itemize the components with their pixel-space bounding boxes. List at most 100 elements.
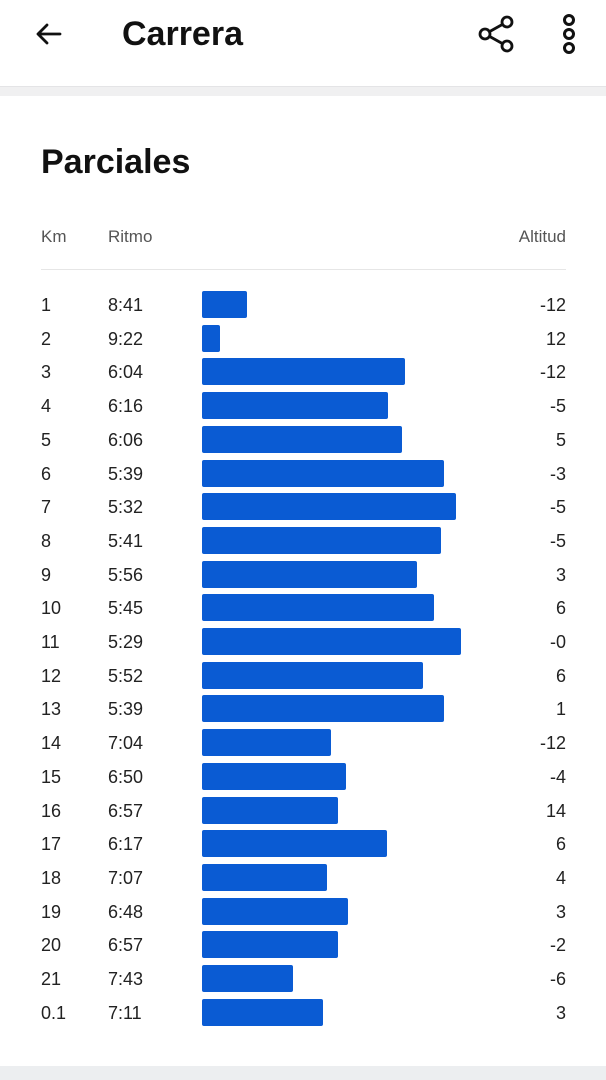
pace-bar-track: [202, 526, 502, 554]
split-km: 5: [41, 429, 52, 450]
split-altitude: 6: [555, 834, 566, 855]
split-km: 17: [41, 834, 62, 855]
split-pace: 5:56: [108, 564, 144, 585]
split-pace: 7:04: [108, 733, 144, 754]
split-pace: 5:52: [108, 665, 144, 686]
split-km: 7: [41, 497, 52, 518]
split-km: 9: [41, 564, 52, 585]
split-pace: 8:41: [108, 295, 144, 315]
split-pace: 5:32: [108, 497, 144, 518]
split-pace: 9:22: [108, 328, 144, 349]
split-altitude: 1: [555, 699, 566, 720]
split-altitude: 12: [545, 328, 566, 349]
split-pace: 6:06: [108, 429, 144, 450]
split-altitude: -3: [549, 463, 566, 484]
pace-bar-track: [202, 830, 502, 858]
pace-bar: [202, 661, 423, 689]
split-km: 19: [41, 901, 62, 922]
pace-bar-track: [202, 729, 502, 757]
split-km: 1: [41, 295, 52, 315]
split-pace: 6:48: [108, 901, 144, 922]
split-row: 4 6:16 -5: [0, 389, 606, 423]
split-km: 10: [41, 598, 62, 619]
split-pace: 7:11: [108, 1002, 142, 1023]
split-pace: 6:17: [108, 834, 144, 855]
pace-bar-track: [202, 594, 502, 622]
split-row: 12 5:52 6: [0, 659, 606, 693]
pace-bar-track: [202, 324, 502, 352]
pace-bar: [202, 459, 444, 487]
back-arrow-icon[interactable]: [30, 16, 66, 52]
split-pace: 5:39: [108, 463, 144, 484]
split-row: 6 5:39 -3: [0, 457, 606, 491]
pace-bar: [202, 392, 389, 420]
split-row: 1 8:41 -12: [0, 288, 606, 322]
share-icon[interactable]: [474, 11, 520, 57]
split-altitude: -2: [549, 935, 566, 956]
pace-bar: [202, 695, 444, 723]
pace-bar-track: [202, 897, 502, 925]
split-pace: 6:57: [108, 935, 144, 956]
pace-bar: [202, 863, 328, 891]
pace-bar-track: [202, 392, 502, 420]
split-row: 13 5:39 1: [0, 692, 606, 726]
split-pace: 6:16: [108, 396, 144, 417]
pace-bar: [202, 729, 331, 757]
split-row: 2 9:22 12: [0, 322, 606, 356]
more-vertical-icon[interactable]: [550, 11, 588, 57]
split-km: 4: [41, 396, 52, 417]
split-altitude: -6: [549, 969, 566, 989]
split-pace: 5:39: [108, 699, 144, 720]
split-pace: 6:04: [108, 362, 144, 383]
column-header-km: Km: [41, 227, 67, 246]
pace-bar-track: [202, 796, 502, 824]
header-divider: [0, 86, 606, 96]
split-km: 15: [41, 766, 62, 787]
split-altitude: -5: [549, 530, 566, 551]
split-row: 10 5:45 6: [0, 591, 606, 625]
split-row: 18 7:07 4: [0, 861, 606, 895]
split-row: 9 5:56 3: [0, 558, 606, 592]
section-title: Parciales: [41, 143, 191, 181]
pace-bar: [202, 628, 461, 655]
split-altitude: -4: [549, 766, 566, 787]
page-title: Carrera: [122, 15, 243, 53]
split-pace: 5:29: [108, 632, 144, 652]
split-altitude: -5: [549, 497, 566, 518]
split-km: 21: [41, 969, 62, 989]
pace-bar: [202, 493, 456, 521]
split-altitude: 3: [555, 901, 566, 922]
pace-bar-track: [202, 459, 502, 487]
pace-bar-track: [202, 358, 502, 386]
split-altitude: -12: [539, 733, 566, 754]
pace-bar-track: [202, 628, 502, 655]
split-pace: 7:07: [108, 867, 144, 888]
split-row: 11 5:29 -0: [0, 625, 606, 659]
split-altitude: 6: [555, 598, 566, 619]
pace-bar-track: [202, 863, 502, 891]
split-km: 6: [41, 463, 52, 484]
pace-bar: [202, 998, 324, 1026]
header-divider-line: [41, 269, 566, 270]
split-pace: 6:57: [108, 800, 144, 821]
split-km: 2: [41, 328, 52, 349]
split-altitude: -0: [549, 632, 566, 652]
pace-bar-track: [202, 291, 502, 318]
split-km: 20: [41, 935, 62, 956]
split-altitude: -12: [539, 362, 566, 383]
split-km: 0.1: [41, 1002, 67, 1023]
pace-bar: [202, 594, 434, 622]
pace-bar-track: [202, 661, 502, 689]
column-header-pace: Ritmo: [108, 227, 153, 246]
pace-bar-track: [202, 965, 502, 992]
split-row: 0.1 7:11 3: [0, 996, 606, 1030]
split-row: 7 5:32 -5: [0, 490, 606, 524]
pace-bar: [202, 796, 339, 824]
pace-bar: [202, 830, 387, 858]
split-pace: 6:50: [108, 766, 144, 787]
pace-bar-track: [202, 931, 502, 959]
split-pace: 5:45: [108, 598, 144, 619]
split-km: 11: [41, 632, 60, 652]
pace-bar: [202, 324, 220, 352]
app-bar: Carrera: [0, 0, 606, 86]
